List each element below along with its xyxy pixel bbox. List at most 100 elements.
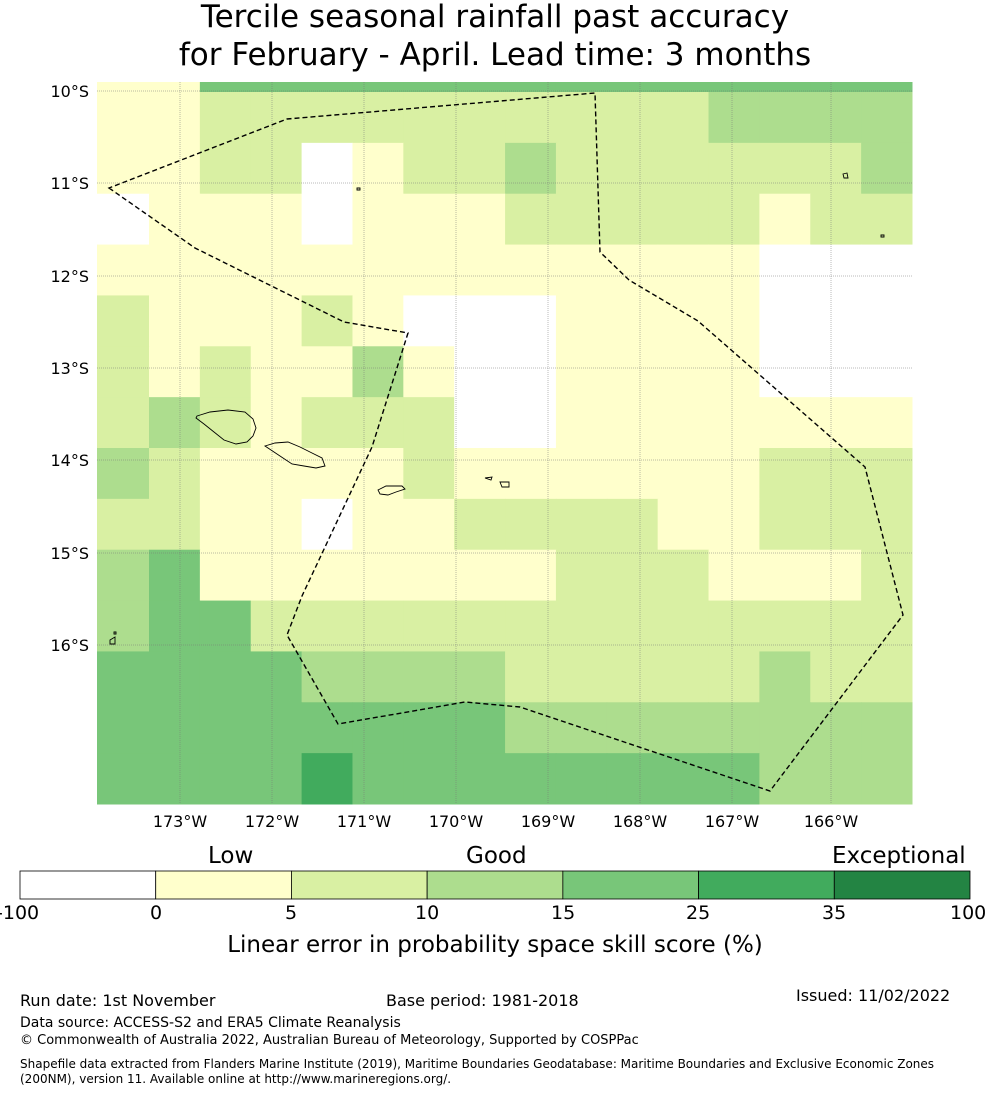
grid-cell xyxy=(708,702,760,754)
grid-cell xyxy=(657,549,710,602)
grid-cell xyxy=(657,142,710,195)
grid-cell xyxy=(708,295,760,347)
grid-cell xyxy=(250,82,303,93)
grid-cell xyxy=(505,295,557,347)
grid-cell xyxy=(149,498,201,551)
latitude-label: 12°S xyxy=(50,267,89,286)
grid-cell xyxy=(555,244,608,296)
grid-cell xyxy=(301,448,353,500)
grid-cell xyxy=(606,346,659,398)
grid-cell xyxy=(861,82,913,93)
grid-cell xyxy=(759,549,811,602)
data-source: Data source: ACCESS-S2 and ERA5 Climate … xyxy=(20,1015,401,1031)
grid-cell xyxy=(403,397,455,449)
grid-cell xyxy=(861,498,913,551)
grid-cell xyxy=(454,651,506,703)
grid-cell xyxy=(250,498,303,551)
grid-cell xyxy=(606,498,659,551)
grid-cell xyxy=(657,92,710,144)
colorbar-segment xyxy=(698,870,835,900)
grid-cell xyxy=(149,142,201,195)
grid-cell xyxy=(454,295,506,347)
grid-cell xyxy=(555,142,608,195)
grid-cell xyxy=(149,193,201,246)
island-futuna xyxy=(113,631,117,635)
longitude-label: 167°W xyxy=(705,812,760,831)
grid-cell xyxy=(861,549,913,602)
grid-cell xyxy=(657,448,710,500)
latitude-label: 13°S xyxy=(50,359,89,378)
grid-cell xyxy=(301,82,353,93)
grid-cell xyxy=(861,702,913,754)
grid-cell xyxy=(250,193,303,246)
longitude-label: 173°W xyxy=(153,812,208,831)
grid-cell xyxy=(403,92,455,144)
grid-cell xyxy=(606,397,659,449)
longitude-label: 172°W xyxy=(245,812,300,831)
grid-cell xyxy=(403,549,455,602)
colorbar-segment xyxy=(426,870,564,900)
grid-cell xyxy=(555,92,608,144)
grid-cell xyxy=(708,549,760,602)
colorbar-tick: 15 xyxy=(551,902,576,924)
base-period: Base period: 1981-2018 xyxy=(386,991,579,1010)
grid-cell xyxy=(810,448,862,500)
skill-grid xyxy=(97,82,913,805)
latitude-label: 11°S xyxy=(50,174,89,193)
grid-cell xyxy=(250,651,303,703)
island-tau xyxy=(499,481,510,488)
grid-cell xyxy=(708,753,760,805)
colorbar-tick: 35 xyxy=(822,902,847,924)
grid-cell xyxy=(250,448,303,500)
colorbar-segment xyxy=(291,870,428,900)
grid-cell xyxy=(149,651,201,703)
grid-cell xyxy=(505,448,557,500)
grid-cell xyxy=(759,448,811,500)
grid-cell xyxy=(199,92,252,144)
grid-cell xyxy=(97,142,150,195)
grid-cell xyxy=(352,702,404,754)
grid-cell xyxy=(759,244,811,296)
colorbar-segment xyxy=(833,870,971,900)
island-tutuila xyxy=(377,485,406,496)
island-ofu xyxy=(484,476,493,481)
grid-cell xyxy=(97,346,150,398)
grid-cell xyxy=(810,92,862,144)
grid-cell xyxy=(759,295,811,347)
grid-cell xyxy=(657,295,710,347)
colorbar-tick: 5 xyxy=(285,902,298,924)
grid-cell xyxy=(861,142,913,195)
grid-cell xyxy=(301,600,353,652)
colorbar-segment xyxy=(155,870,292,900)
grid-cell xyxy=(301,244,353,296)
island-savaii xyxy=(195,409,257,445)
grid-cell xyxy=(454,244,506,296)
grid-cell xyxy=(199,549,252,602)
grid-cell xyxy=(352,753,404,805)
grid-cell xyxy=(657,346,710,398)
island-tokelau-2 xyxy=(880,234,885,238)
grid-cell xyxy=(149,753,201,805)
grid-cell xyxy=(810,753,862,805)
grid-cell xyxy=(403,753,455,805)
grid-cell xyxy=(97,244,150,296)
grid-cell xyxy=(759,397,811,449)
grid-cell xyxy=(149,295,201,347)
grid-cell xyxy=(861,193,913,246)
grid-cell xyxy=(759,651,811,703)
grid-cell xyxy=(555,753,608,805)
longitude-label: 166°W xyxy=(804,812,859,831)
grid-cell xyxy=(352,92,404,144)
grid-cell xyxy=(606,600,659,652)
grid-cell xyxy=(606,448,659,500)
grid-cell xyxy=(759,193,811,246)
latitude-label: 14°S xyxy=(50,451,89,470)
island-wallis xyxy=(109,636,116,645)
grid-cell xyxy=(861,448,913,500)
grid-cell xyxy=(301,397,353,449)
grid-cell xyxy=(250,702,303,754)
copyright: © Commonwealth of Australia 2022, Austra… xyxy=(20,1033,639,1048)
grid-cell xyxy=(403,193,455,246)
grid-cell xyxy=(505,244,557,296)
grid-cell xyxy=(454,498,506,551)
